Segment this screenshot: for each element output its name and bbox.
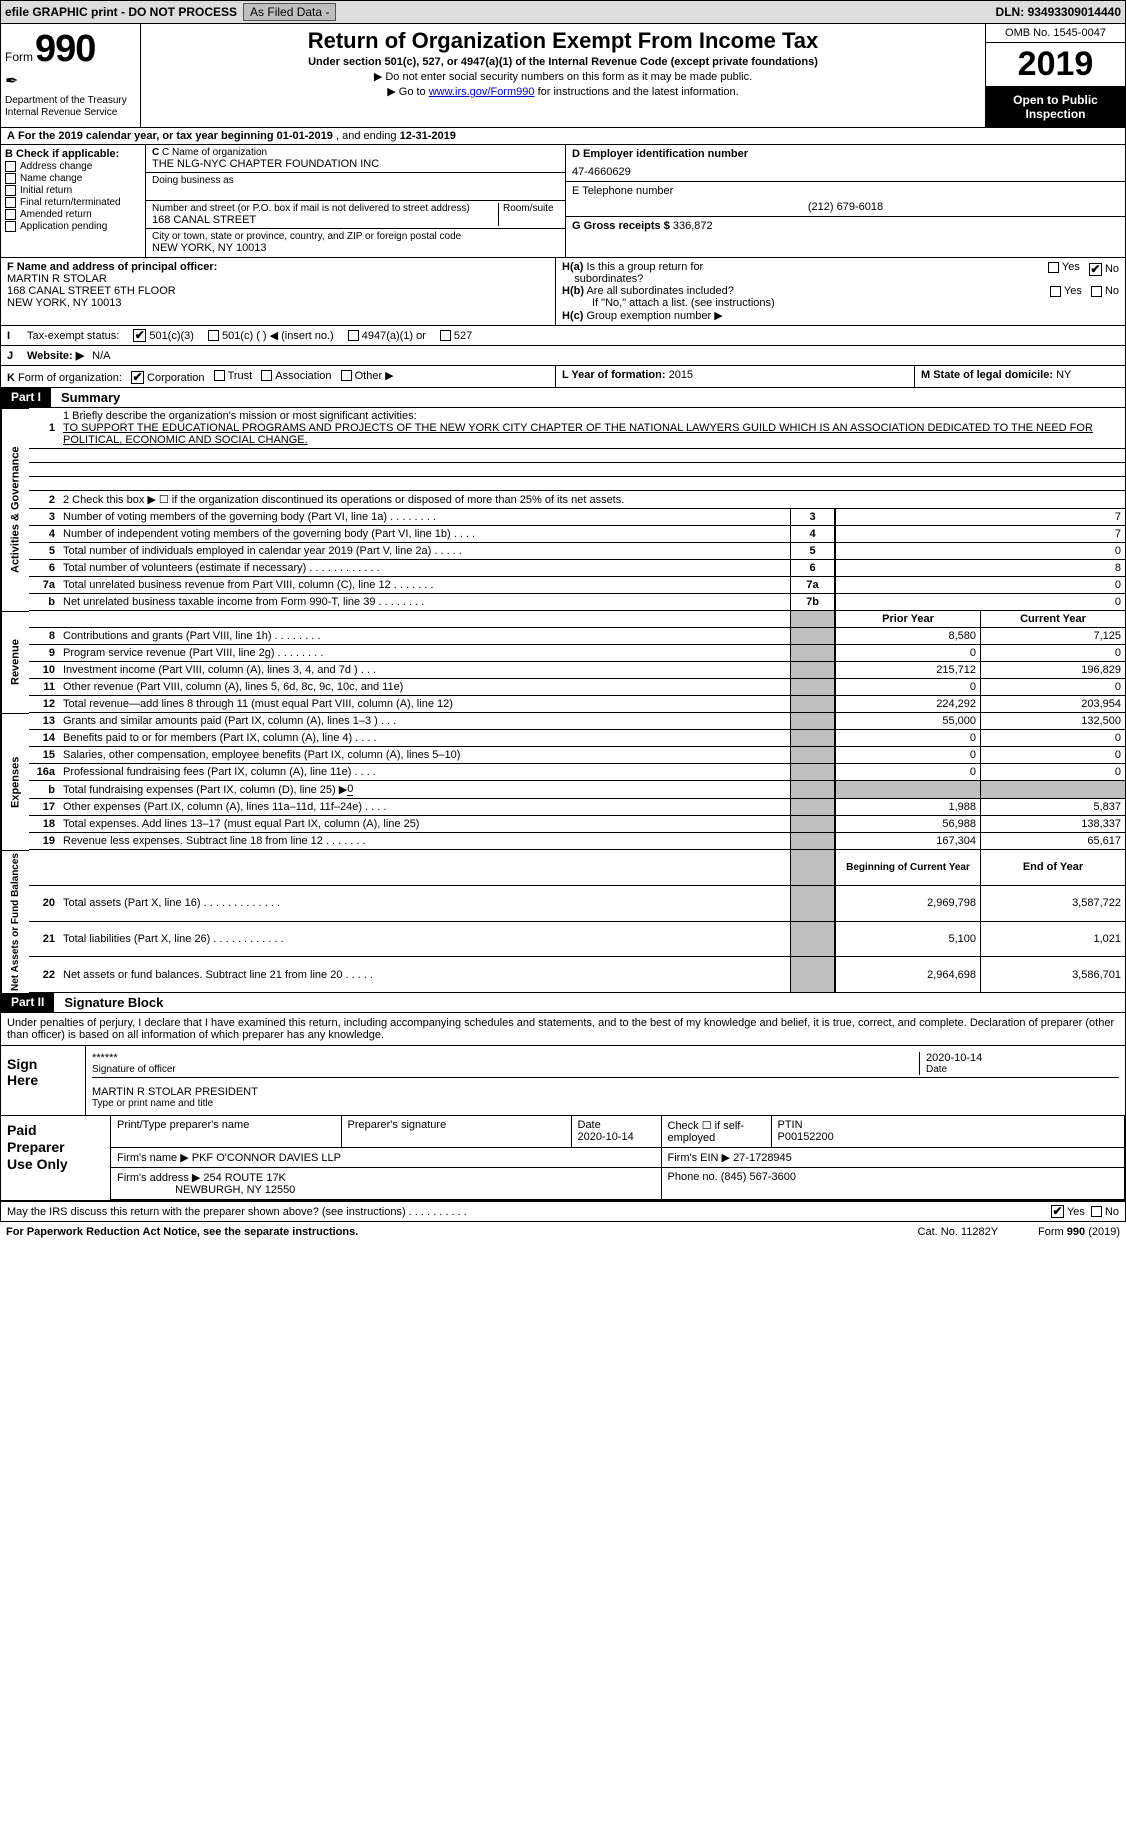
chk-527[interactable]: 527 [440,330,472,342]
page: efile GRAPHIC print - DO NOT PROCESS As … [0,0,1126,1242]
summary-table: Activities & Governance 1 1 Briefly desc… [0,408,1126,993]
line-a: A For the 2019 calendar year, or tax yea… [0,128,1126,145]
main-title: Return of Organization Exempt From Incom… [147,28,979,54]
title-block: Return of Organization Exempt From Incom… [141,24,985,127]
firm-name: PKF O'CONNOR DAVIES LLP [192,1152,341,1164]
chk-corp[interactable]: ✔Corporation [131,371,204,384]
asfiled-button: As Filed Data - [243,3,336,21]
chk-4947[interactable]: 4947(a)(1) or [348,330,426,342]
domicile-state: NY [1056,369,1071,381]
dln: DLN: 93493309014440 [996,5,1121,19]
year-formation: 2015 [669,369,693,381]
tax-year: 2019 [986,43,1125,87]
gross-receipts: 336,872 [673,220,713,232]
ein: 47-4660629 [572,166,1119,178]
signature-date: 2020-10-14 [926,1052,1119,1064]
phone: (212) 679-6018 [572,201,1119,213]
city: NEW YORK, NY 10013 [152,242,559,254]
chk-final[interactable]: Final return/terminated [5,197,141,208]
part-i-header: Part I Summary [0,388,1126,408]
chk-initial[interactable]: Initial return [5,185,141,196]
form-990: 990 [35,28,95,71]
mission-text: TO SUPPORT THE EDUCATIONAL PROGRAMS AND … [63,422,1093,446]
col-b: B Check if applicable: Address change Na… [1,145,146,257]
chk-trust[interactable]: Trust [214,370,253,382]
preparer-date: 2020-10-14 [578,1131,634,1143]
irs-link[interactable]: www.irs.gov/Form990 [429,86,535,98]
phone-label: E Telephone number [572,185,1119,197]
org-info-block: B Check if applicable: Address change Na… [0,145,1126,258]
part-ii-header: Part II Signature Block [0,993,1126,1013]
officer-name: MARTIN R STOLAR [7,273,107,285]
subtitle: Under section 501(c), 527, or 4947(a)(1)… [147,56,979,68]
chk-pending[interactable]: Application pending [5,221,141,232]
chk-other[interactable]: Other ▶ [341,369,394,382]
side-revenue: Revenue [1,611,29,713]
efile-label: efile GRAPHIC print - DO NOT PROCESS [5,5,237,19]
row-i: I Tax-exempt status: ✔501(c)(3) 501(c) (… [0,326,1126,346]
side-expenses: Expenses [1,713,29,850]
firm-ein: 27-1728945 [733,1152,792,1164]
hdr-current: Current Year [980,611,1125,628]
col-h: H(a) Is this a group return for Yes ✔No … [556,258,1125,325]
form-label: Form [5,50,33,64]
row-klm: K Form of organization: ✔Corporation Tru… [0,366,1126,388]
right-header: OMB No. 1545-0047 2019 Open to Public In… [985,24,1125,127]
form-header: Form 990 ✒ Department of the Treasury In… [0,24,1126,128]
discuss-line: May the IRS discuss this return with the… [0,1202,1126,1222]
perjury-declaration: Under penalties of perjury, I declare th… [0,1013,1126,1046]
chk-501c3[interactable]: ✔501(c)(3) [133,329,194,342]
val-3: 7 [835,509,1125,526]
ein-label: D Employer identification number [572,148,1119,160]
efile-topbar: efile GRAPHIC print - DO NOT PROCESS As … [0,0,1126,24]
ptin: P00152200 [778,1131,834,1143]
side-net: Net Assets or Fund Balances [1,850,29,993]
note-line-1: ▶ Do not enter social security numbers o… [147,70,979,83]
firm-address-1: 254 ROUTE 17K [203,1172,286,1184]
street: 168 CANAL STREET [152,214,494,226]
website: N/A [92,350,110,362]
chk-address-change[interactable]: Address change [5,161,141,172]
dept-label: Department of the Treasury Internal Reve… [5,95,136,118]
col-c: C C Name of organization THE NLG-NYC CHA… [146,145,566,257]
firm-address-2: NEWBURGH, NY 12550 [175,1184,295,1196]
col-f: F Name and address of principal officer:… [1,258,556,325]
omb-number: OMB No. 1545-0047 [986,24,1125,43]
chk-assoc[interactable]: Association [261,370,331,382]
open-to-public: Open to Public Inspection [986,87,1125,127]
side-activities: Activities & Governance [1,408,29,611]
firm-phone: (845) 567-3600 [721,1171,796,1183]
form-number-block: Form 990 ✒ Department of the Treasury In… [1,24,141,127]
officer-name-title: MARTIN R STOLAR PRESIDENT [92,1086,1119,1098]
sign-here: Sign Here ****** Signature of officer 20… [0,1046,1126,1116]
row-j: J Website: ▶ N/A [0,346,1126,366]
chk-amended[interactable]: Amended return [5,209,141,220]
chk-501c[interactable]: 501(c) ( ) ◀ (insert no.) [208,329,334,342]
paid-preparer: Paid Preparer Use Only Print/Type prepar… [0,1116,1126,1202]
org-name: THE NLG-NYC CHAPTER FOUNDATION INC [152,158,559,170]
footer: For Paperwork Reduction Act Notice, see … [0,1222,1126,1242]
hdr-prior: Prior Year [835,611,980,628]
officer-group-block: F Name and address of principal officer:… [0,258,1126,326]
hdr-beginning: Beginning of Current Year [835,850,980,886]
hdr-end: End of Year [980,850,1125,886]
note-line-2: ▶ Go to www.irs.gov/Form990 for instruct… [147,85,979,98]
chk-name-change[interactable]: Name change [5,173,141,184]
